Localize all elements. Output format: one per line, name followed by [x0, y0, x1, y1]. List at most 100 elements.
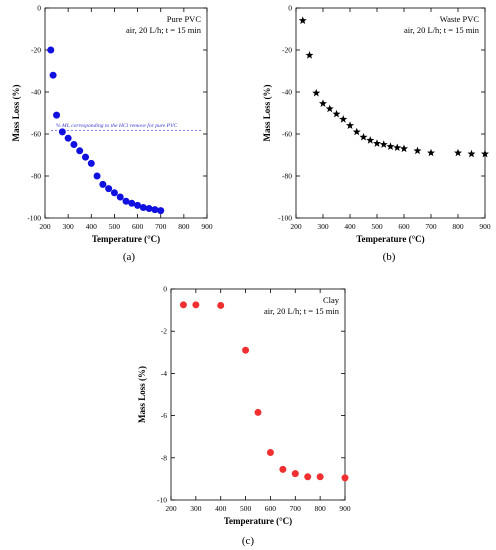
x-tick-label: 400	[215, 504, 227, 513]
data-point	[134, 201, 142, 209]
chart-panel-c: 200 300 400 500 600 700 800 900 -10 -8 -6 -4 -2 0 Temp…	[137, 285, 351, 548]
data-point	[481, 149, 489, 158]
data-point	[128, 199, 136, 207]
y-tick-label: -8	[161, 453, 167, 462]
data-point	[82, 153, 89, 161]
reference-annotation: % ML corresponding to the HCl remove for…	[56, 122, 178, 129]
data-point	[339, 115, 348, 123]
y-tick-label: -4	[161, 369, 167, 378]
y-tick-label: -10	[157, 496, 167, 505]
x-tick-label: 300	[190, 504, 202, 513]
data-point	[393, 143, 402, 152]
data-point	[332, 109, 341, 118]
data-point	[254, 408, 262, 416]
y-tick-label: -40	[31, 88, 41, 97]
x-tick-label: 900	[479, 222, 491, 231]
data-point	[217, 301, 225, 309]
x-tick-label: 600	[265, 504, 277, 513]
y-tick-label: -60	[282, 130, 292, 139]
data-point	[341, 474, 349, 482]
data-point	[64, 134, 72, 142]
data-point	[116, 193, 124, 201]
x-tick-label: 200	[165, 504, 177, 513]
y-tick-label: -2	[161, 327, 167, 336]
data-point	[139, 204, 147, 211]
x-tick-label: 200	[39, 222, 51, 231]
data-point	[427, 148, 435, 157]
plot-frame	[44, 7, 208, 219]
y-tick-label: -80	[282, 172, 292, 181]
data-point	[467, 149, 476, 158]
x-tick-label: 500	[371, 222, 383, 231]
y-tick-label: 0	[163, 285, 167, 294]
y-tick-label: -6	[161, 411, 167, 420]
y-tick-label: -20	[31, 46, 41, 55]
data-point	[298, 16, 307, 24]
data-point	[58, 128, 66, 136]
data-point	[49, 71, 57, 79]
data-point	[359, 132, 368, 141]
y-tick-label: -40	[282, 88, 292, 97]
panel-label: (c)	[242, 535, 255, 547]
data-point	[110, 189, 118, 197]
x-tick-label: 700	[155, 222, 167, 231]
x-tick-label: 600	[398, 222, 410, 231]
y-tick-label: -100	[27, 214, 41, 223]
data-point	[386, 142, 395, 150]
x-tick-label: 800	[315, 504, 327, 513]
data-point	[312, 88, 321, 97]
data-point	[400, 144, 408, 153]
data-point	[157, 207, 165, 215]
data-point	[93, 172, 101, 180]
data-point	[279, 465, 287, 473]
x-tick-label: 700	[425, 222, 437, 231]
y-tick-label: -20	[282, 46, 292, 55]
data-point	[242, 346, 250, 354]
data-point	[373, 139, 381, 147]
chart-panel-a: 200 300 400 500 600 700 800 900 -100 -80 -60 -40 -20…	[11, 4, 213, 264]
x-tick-label: 400	[344, 222, 356, 231]
data-point	[266, 449, 274, 457]
x-tick-label: 500	[109, 222, 121, 231]
data-point	[352, 127, 361, 136]
legend-title: Pure PVC	[167, 14, 202, 24]
data-point	[145, 205, 153, 213]
legend-title: Clay	[323, 295, 340, 305]
x-tick-label: 800	[452, 222, 464, 231]
x-tick-label: 300	[317, 222, 329, 231]
data-point	[454, 148, 462, 157]
x-tick-label: 600	[132, 222, 144, 231]
data-point	[53, 111, 61, 119]
data-point	[346, 121, 354, 129]
panel-label: (a)	[123, 251, 136, 263]
data-point	[87, 159, 95, 167]
x-tick-label: 900	[339, 504, 351, 513]
data-point	[316, 473, 324, 481]
y-tick-label: -60	[31, 130, 41, 139]
x-axis-title: Temperature (°C)	[224, 516, 292, 526]
y-axis-title: Mass Loss (%)	[11, 84, 21, 141]
data-point	[192, 301, 200, 309]
panel-label: (b)	[383, 251, 396, 263]
y-tick-label: -100	[278, 214, 292, 223]
data-point	[99, 180, 107, 188]
data-point	[413, 146, 422, 155]
legend-conditions: air, 20 L/h; t = 15 min	[264, 306, 340, 316]
x-tick-label: 900	[201, 222, 213, 231]
data-point	[151, 206, 159, 214]
x-tick-label: 700	[290, 504, 302, 513]
data-point	[122, 197, 130, 205]
data-point	[366, 136, 375, 144]
y-tick-label: 0	[288, 4, 292, 13]
data-point	[379, 140, 388, 148]
plot-frame	[295, 7, 486, 219]
x-axis-title: Temperature (°C)	[92, 234, 160, 244]
data-point	[76, 147, 84, 155]
chart-panel-b: 200 300 400 500 600 700 800 900 -100 -80 -60 -40 -20…	[262, 4, 491, 264]
x-tick-label: 200	[290, 222, 302, 231]
y-axis-title: Mass Loss (%)	[137, 366, 147, 423]
data-point	[70, 141, 78, 148]
data-point	[319, 99, 327, 107]
data-point	[291, 470, 299, 478]
